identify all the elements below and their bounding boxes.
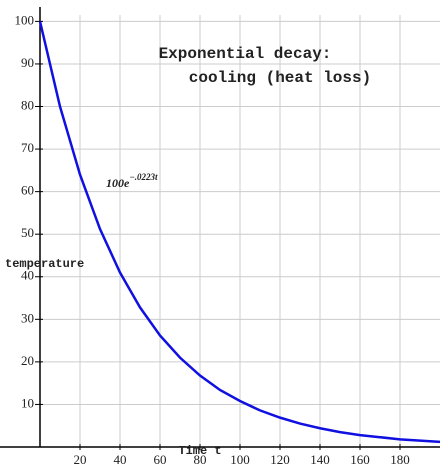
x-tick-label: 60 — [154, 452, 167, 467]
x-axis-label: Time t — [178, 444, 221, 458]
chart-title: cooling (heat loss) — [189, 69, 371, 87]
x-tick-label: 20 — [74, 452, 87, 467]
x-tick-label: 40 — [114, 452, 127, 467]
x-tick-label: 120 — [270, 452, 290, 467]
chart-title: Exponential decay: — [159, 45, 332, 63]
annotation: 100e−.0223t — [106, 172, 158, 190]
annotation-base: 100e — [106, 176, 130, 190]
y-tick-label: 30 — [21, 310, 34, 325]
y-tick-label: 100 — [15, 12, 35, 27]
x-tick-label: 140 — [310, 452, 330, 467]
y-tick-label: 10 — [21, 395, 34, 410]
y-tick-label: 20 — [21, 353, 34, 368]
y-tick-label: 40 — [21, 268, 34, 283]
y-tick-label: 70 — [21, 140, 34, 155]
y-tick-label: 90 — [21, 55, 34, 70]
x-tick-label: 160 — [350, 452, 370, 467]
y-tick-label: 50 — [21, 225, 34, 240]
x-tick-label: 100 — [230, 452, 250, 467]
x-tick-label: 180 — [390, 452, 410, 467]
x-tick-label: 80 — [194, 452, 207, 467]
data-line — [38, 21, 441, 444]
y-tick-label: 80 — [21, 97, 34, 112]
y-tick-label: 60 — [21, 183, 34, 198]
annotation-exponent: −.0223t — [129, 172, 158, 182]
y-axis-label: temperature — [5, 257, 84, 271]
